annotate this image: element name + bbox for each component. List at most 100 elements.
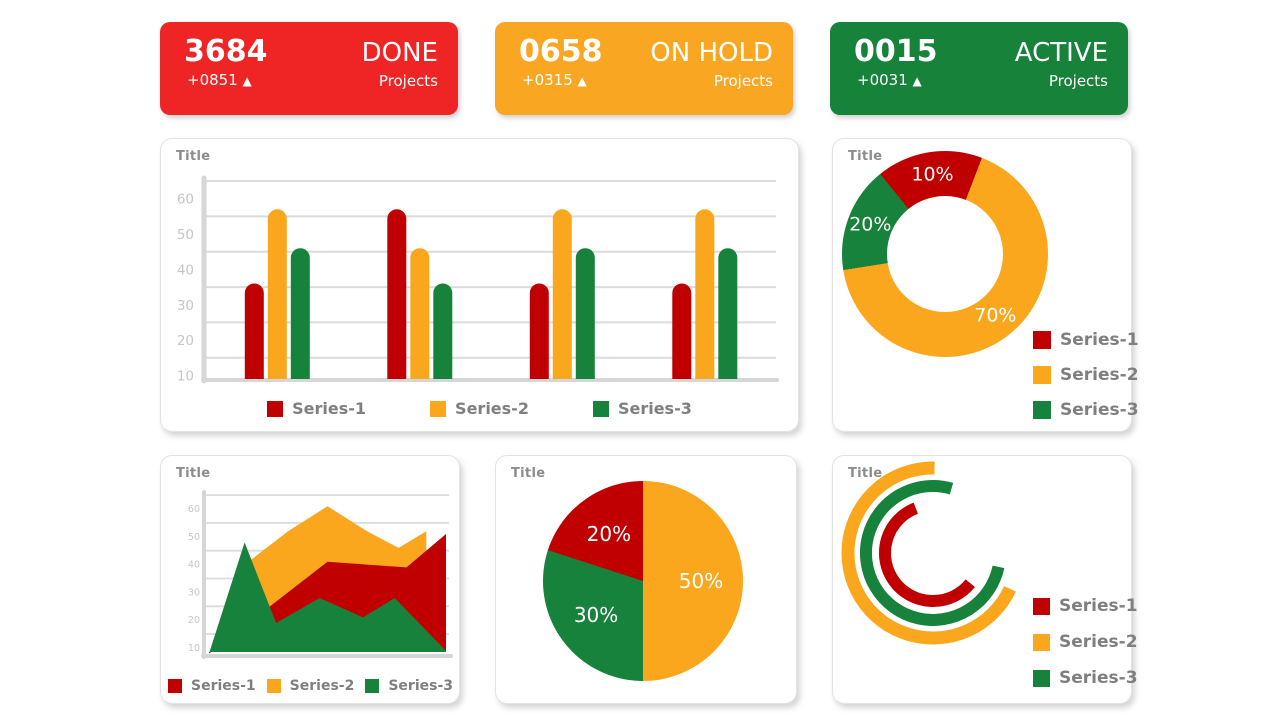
area-chart-plot: 10 20 30 40 50 60 — [188, 490, 453, 659]
legend-item: Series-1 — [267, 399, 366, 418]
bar-series-1 — [387, 209, 407, 379]
kpi-label: ON HOLD — [650, 38, 773, 68]
legend-label: Series-2 — [455, 399, 529, 418]
legend-item: Series-2 — [266, 678, 355, 694]
legend-color-swatch-icon — [1033, 331, 1051, 349]
legend-color-swatch-icon — [592, 400, 609, 417]
legend-label: Series-1 — [1060, 330, 1139, 350]
kpi-left-block: 3684 +0851 ▲ — [184, 34, 268, 115]
y-axis-tick-label: 10 — [188, 643, 200, 654]
area-series-3 — [209, 542, 446, 654]
legend-color-swatch-icon — [1033, 366, 1051, 384]
kpi-right-block: ACTIVE Projects — [1015, 34, 1108, 115]
legend-label: Series-1 — [292, 399, 367, 418]
legend-color-swatch-icon — [365, 679, 380, 693]
bar-series-2 — [552, 209, 572, 379]
slice-label: 10% — [911, 163, 954, 186]
kpi-delta: +0315 ▲ — [519, 70, 603, 91]
bar-chart-plot: 10 20 30 40 50 60 — [177, 175, 779, 385]
kpi-value: 0658 — [519, 34, 603, 69]
legend-label: Series-3 — [1059, 668, 1138, 688]
y-axis-tick-label: 50 — [188, 532, 200, 543]
bar-series-1 — [672, 283, 692, 379]
kpi-left-block: 0015 +0031 ▲ — [854, 34, 938, 115]
arrow-up-icon: ▲ — [577, 74, 587, 88]
slice-label: 20% — [849, 213, 892, 236]
legend-label: Series-2 — [1059, 632, 1138, 652]
kpi-right-block: ON HOLD Projects — [650, 34, 773, 115]
bar-series-1 — [529, 283, 549, 379]
slice-label: 30% — [573, 603, 619, 628]
kpi-delta: +0851 ▲ — [184, 70, 268, 91]
legend-item: Series-1 — [1033, 330, 1139, 350]
legend-item: Series-2 — [430, 399, 529, 418]
y-axis-tick-label: 30 — [188, 587, 200, 598]
legend-color-swatch-icon — [430, 400, 447, 417]
legend-item: Series-3 — [592, 399, 692, 418]
slice-label: 70% — [974, 304, 1017, 327]
legend-item: Series-1 — [168, 678, 256, 694]
radial-arc-series-1 — [878, 502, 975, 607]
kpi-value: 3684 — [184, 34, 268, 69]
legend-color-swatch-icon — [266, 679, 281, 693]
legend-color-swatch-icon — [267, 400, 284, 417]
kpi-delta: +0031 ▲ — [854, 70, 938, 91]
kpi-value: 0015 — [854, 34, 938, 69]
pie-chart: 50% 30% 20% — [543, 481, 743, 681]
arrow-up-icon: ▲ — [242, 74, 252, 88]
donut-chart-legend: Series-1 Series-2 Series-3 — [1033, 330, 1139, 420]
radial-chart-legend: Series-1 Series-2 Series-3 — [1033, 596, 1138, 688]
legend-item: Series-2 — [1033, 365, 1139, 385]
chart-title: Title — [511, 466, 546, 481]
kpi-card-done: 3684 +0851 ▲ DONE Projects — [160, 22, 458, 115]
y-axis-tick-label: 50 — [177, 227, 194, 243]
legend-color-swatch-icon — [1033, 633, 1050, 651]
slice-label: 50% — [678, 569, 724, 593]
legend-color-swatch-icon — [168, 679, 182, 693]
arrow-up-icon: ▲ — [912, 74, 922, 88]
bar-series-2 — [695, 209, 715, 379]
y-axis-tick-label: 40 — [188, 560, 200, 571]
radial-arc-series-3 — [859, 480, 1005, 626]
kpi-sublabel: Projects — [713, 72, 773, 90]
legend-color-swatch-icon — [1033, 401, 1051, 419]
legend-label: Series-2 — [289, 678, 355, 694]
bar-series-3 — [290, 248, 310, 379]
y-axis-tick-label: 20 — [177, 333, 194, 349]
legend-label: Series-3 — [388, 678, 454, 694]
legend-item: Series-3 — [1033, 668, 1138, 688]
kpi-right-block: DONE Projects — [362, 34, 438, 115]
legend-color-swatch-icon — [1033, 597, 1050, 615]
y-axis-tick-label: 30 — [177, 298, 194, 314]
y-axis-tick-label: 60 — [188, 504, 200, 515]
legend-label: Series-1 — [1059, 596, 1138, 616]
y-axis-tick-label: 20 — [188, 615, 200, 626]
legend-item: Series-1 — [1033, 596, 1138, 616]
kpi-delta-text: +0315 — [522, 71, 573, 89]
bar-chart-legend: Series-1 Series-2 Series-3 — [161, 399, 798, 418]
donut-hole — [887, 196, 1003, 312]
kpi-delta-text: +0851 — [187, 71, 238, 89]
radial-chart-card: Title Series-1 Series-2 Series-3 — [832, 455, 1138, 704]
chart-title: Title — [176, 149, 211, 164]
donut-chart: 10% 70% 20% — [842, 151, 1048, 357]
bar-series-2 — [410, 248, 430, 379]
bar-series-3 — [433, 283, 453, 379]
kpi-sublabel: Projects — [1048, 72, 1108, 90]
area-chart-card: Title 10 20 30 40 50 60 Series-1 Series-2 Serie… — [160, 455, 460, 704]
radial-arc-series-2 — [841, 461, 1016, 645]
kpi-card-active: 0015 +0031 ▲ ACTIVE Projects — [830, 22, 1128, 115]
legend-label: Series-3 — [1060, 400, 1139, 420]
chart-title: Title — [176, 466, 211, 481]
y-axis-tick-label: 10 — [177, 369, 194, 385]
legend-label: Series-3 — [617, 399, 692, 418]
area-chart-legend: Series-1 Series-2 Series-3 — [168, 678, 453, 694]
kpi-label: DONE — [361, 38, 438, 68]
legend-item: Series-2 — [1033, 632, 1138, 652]
y-axis-tick-label: 60 — [177, 192, 194, 208]
legend-label: Series-2 — [1060, 365, 1139, 385]
kpi-sublabel: Projects — [378, 72, 438, 90]
legend-color-swatch-icon — [1033, 669, 1050, 687]
pie-chart-card: Title 50% 30% 20% — [495, 455, 797, 704]
